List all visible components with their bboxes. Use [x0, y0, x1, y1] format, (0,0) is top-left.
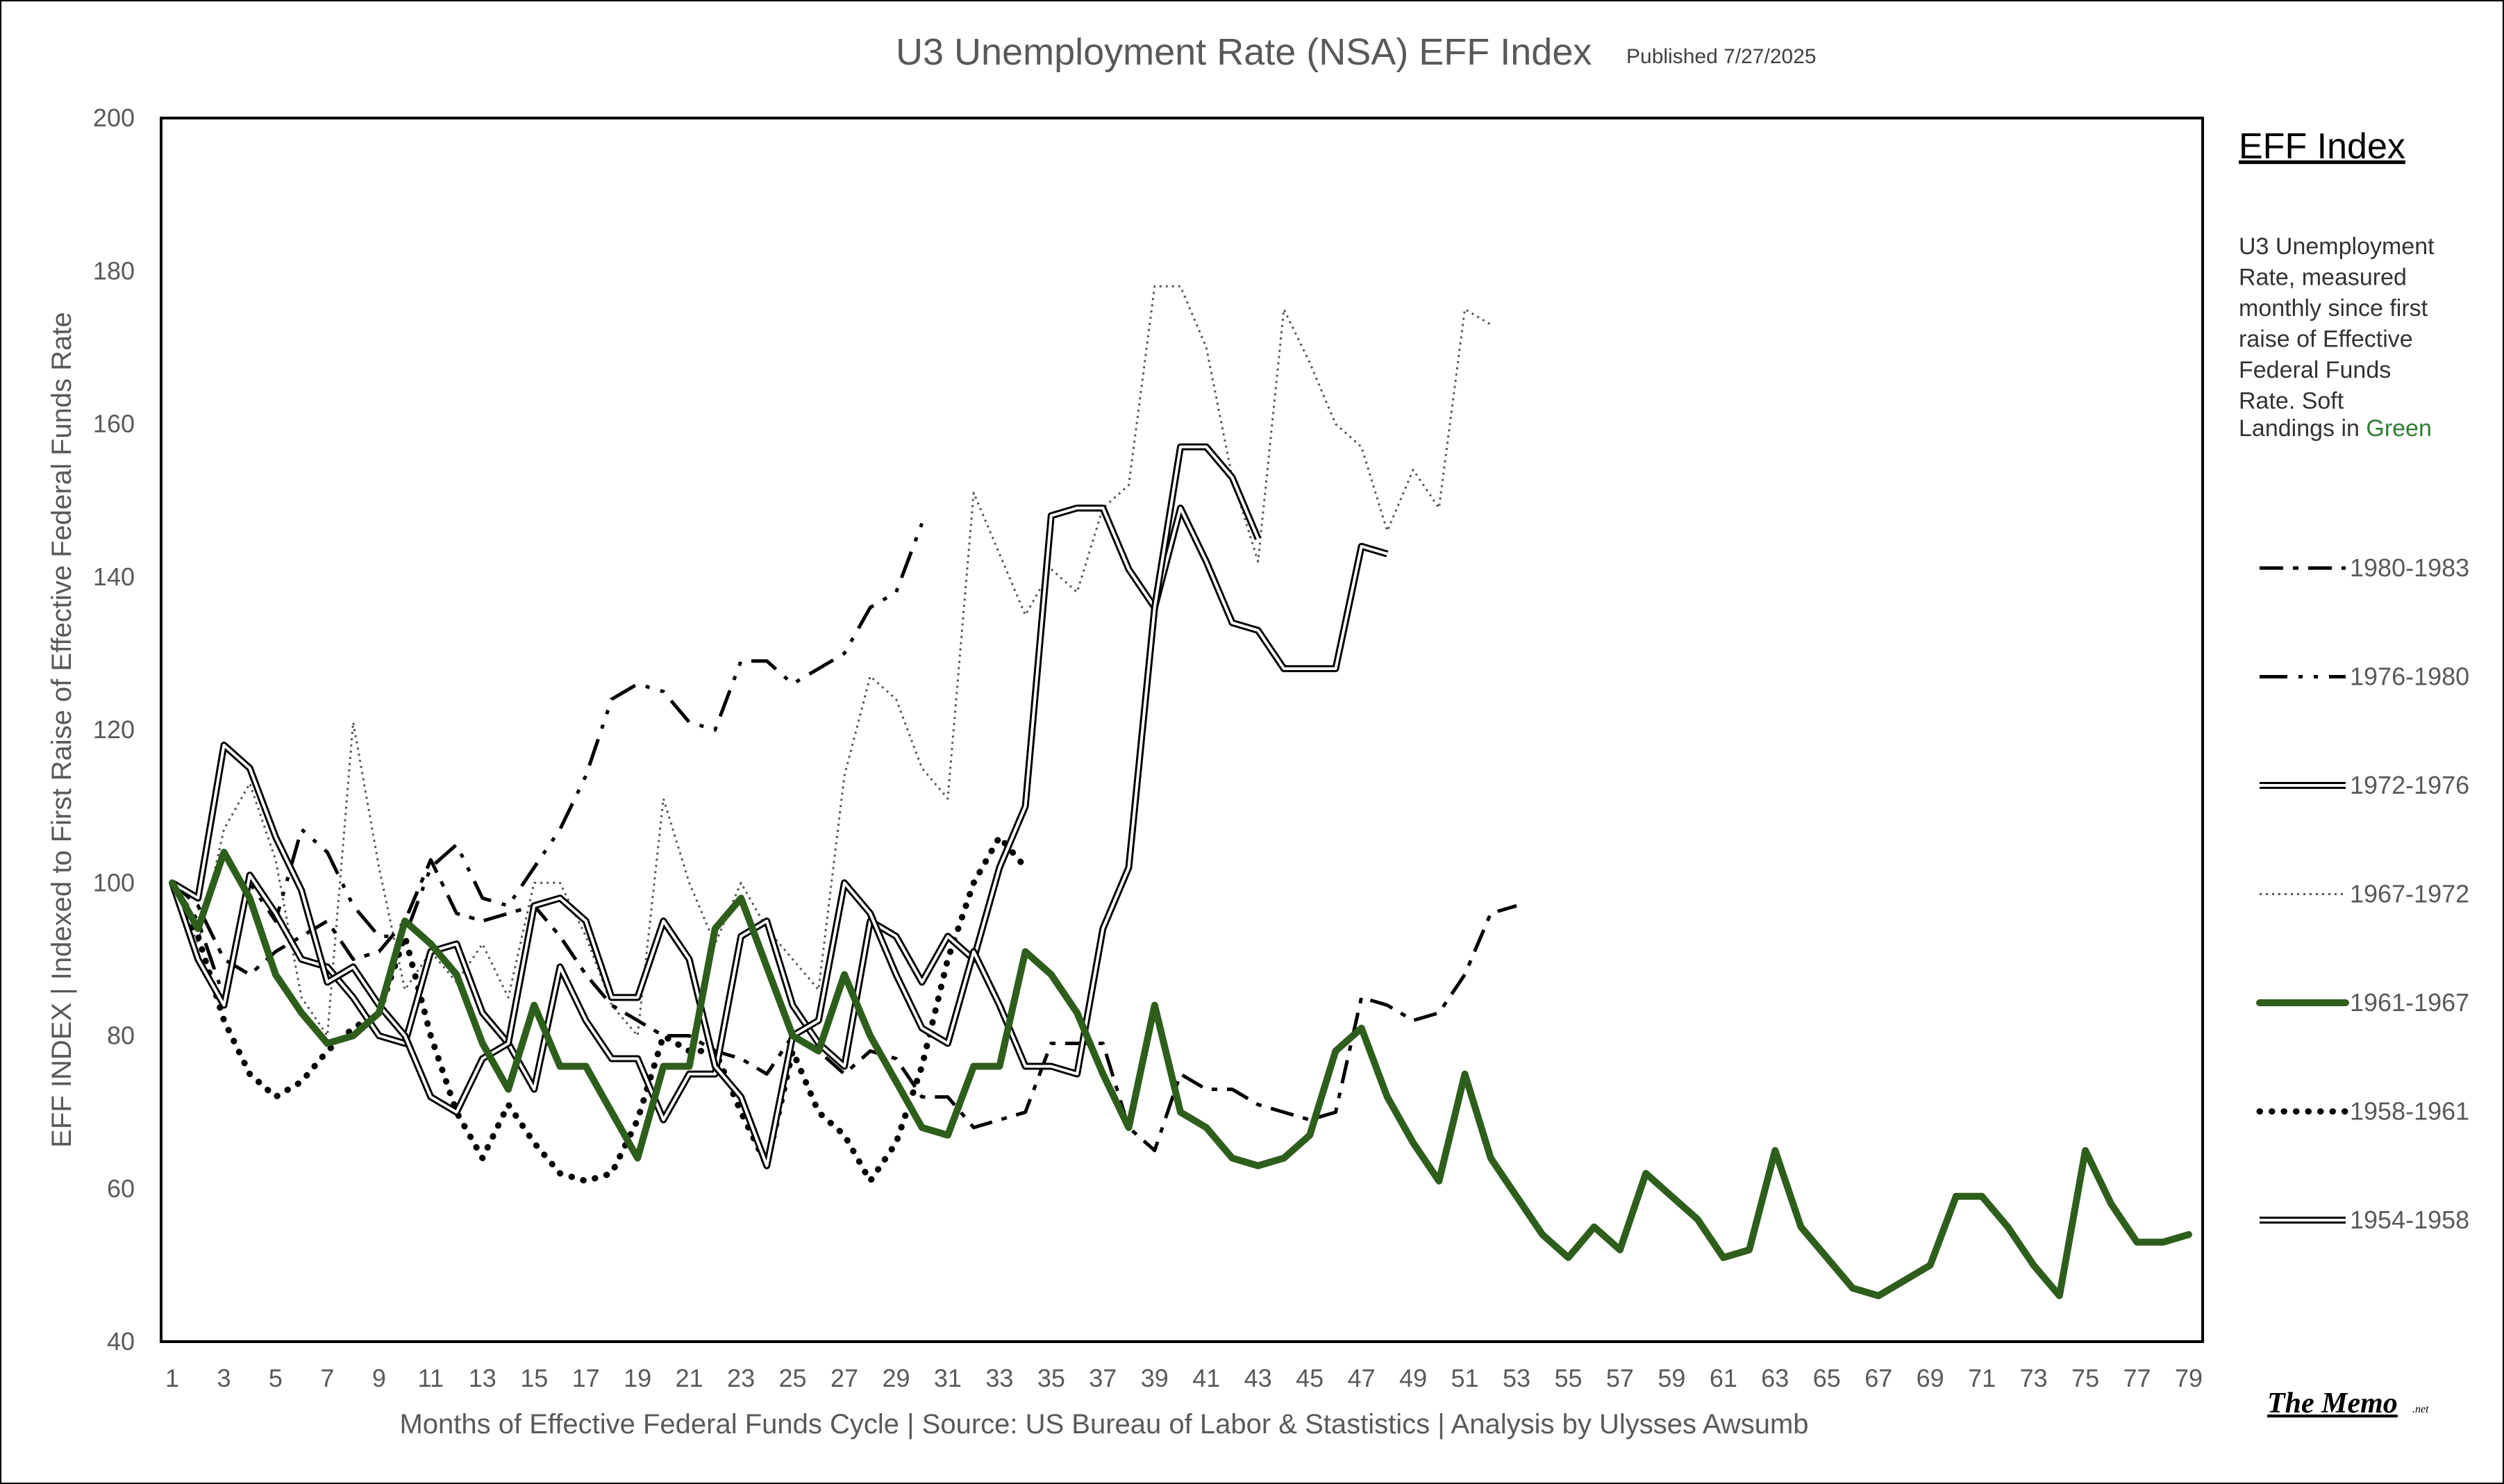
y-axis-label: EFF INDEX | Indexed to First Raise of Ef… [47, 312, 77, 1147]
published-date: Published 7/27/2025 [1626, 45, 1817, 68]
x-axis-label: Months of Effective Federal Funds Cycle … [399, 1409, 1808, 1440]
chart-title: U3 Unemployment Rate (NSA) EFF Index [896, 31, 1592, 73]
x-tick-label: 5 [269, 1364, 283, 1392]
legend-item-1976-1980: 1976-1980 [2260, 662, 2469, 691]
x-tick-label: 49 [1399, 1364, 1427, 1392]
x-tick-label: 59 [1658, 1364, 1685, 1392]
legend-label: 1967-1972 [2350, 880, 2469, 908]
series-line-1972-1976-inner [171, 506, 1388, 1122]
series-1954-1958 [170, 443, 1262, 1169]
series-line-1961-1967 [169, 849, 2192, 1299]
x-tick-label: 35 [1037, 1364, 1065, 1392]
x-tick-label: 63 [1761, 1364, 1789, 1392]
x-tick-label: 13 [469, 1364, 496, 1392]
y-tick-label: 200 [93, 103, 135, 132]
x-tick-label: 65 [1813, 1364, 1841, 1392]
y-tick-label: 140 [93, 562, 135, 591]
legend-desc-line: Federal Funds [2239, 357, 2391, 383]
x-tick-label: 11 [418, 1364, 444, 1392]
x-tick-label: 41 [1192, 1364, 1220, 1392]
x-tick-label: 19 [624, 1364, 651, 1392]
y-tick-label: 160 [93, 410, 135, 438]
legend-label: 1954-1958 [2350, 1206, 2469, 1234]
legend-description: U3 Unemployment Rate, measured monthly sin… [2239, 233, 2435, 415]
series-1972-1976 [169, 504, 1389, 1124]
legend-desc-line: Rate, measured [2239, 265, 2407, 291]
x-tick-label: 61 [1710, 1364, 1737, 1392]
x-tick-label: 51 [1451, 1364, 1479, 1392]
series-line-1954-1958-inner [171, 445, 1260, 1167]
legend-desc-line: U3 Unemployment [2239, 233, 2435, 260]
x-tick-label: 47 [1348, 1364, 1376, 1392]
x-tick-label: 45 [1296, 1364, 1324, 1392]
legend-label: 1961-1967 [2350, 988, 2469, 1017]
legend-desc-line: raise of Effective [2239, 326, 2413, 353]
y-tick-label: 120 [93, 715, 135, 744]
x-tick-label: 1 [165, 1364, 179, 1392]
x-tick-label: 53 [1503, 1364, 1530, 1392]
x-tick-label: 29 [882, 1364, 910, 1392]
legend-desc-line: Rate. Soft [2239, 388, 2344, 415]
legend-item-1980-1983: 1980-1983 [2260, 553, 2469, 582]
logo: The Memo [2267, 1387, 2398, 1419]
legend: 1980-1983 1976-1980 1972-1976 1967-1972 1961… [2256, 553, 2469, 1234]
x-tick-label: 37 [1089, 1364, 1117, 1392]
legend-label: 1980-1983 [2350, 553, 2469, 582]
series-1976-1980 [170, 522, 924, 999]
logo-suffix: .net [2412, 1403, 2429, 1415]
x-tick-label: 25 [779, 1364, 807, 1392]
legend-desc-soft: Landings in Green [2239, 415, 2432, 442]
series-1961-1967 [169, 849, 2192, 1299]
legend-desc-line: monthly since first [2239, 295, 2428, 322]
x-tick-label: 43 [1244, 1364, 1272, 1392]
x-tick-label: 15 [520, 1364, 548, 1392]
x-tick-label: 69 [1917, 1364, 1944, 1392]
series-line-1958-1961 [169, 833, 1029, 1185]
y-tick-label: 180 [93, 256, 135, 285]
x-axis-ticks: 1 3 5 7 9 11 13 15 17 19 21 23 25 27 29 31 33 35 37 39 41 43 4… [165, 1364, 2203, 1392]
x-tick-label: 55 [1554, 1364, 1582, 1392]
x-tick-label: 9 [372, 1364, 386, 1392]
legend-heading: EFF Index [2239, 126, 2405, 167]
legend-desc-soft-prefix: Landings in [2239, 415, 2366, 442]
series-line-1976-1980 [170, 522, 924, 999]
x-tick-label: 31 [934, 1364, 962, 1392]
x-tick-label: 23 [727, 1364, 755, 1392]
y-tick-label: 80 [107, 1022, 135, 1050]
x-tick-label: 57 [1606, 1364, 1634, 1392]
series-1958-1961 [169, 833, 1029, 1185]
x-tick-label: 77 [2123, 1364, 2151, 1392]
legend-item-1961-1967: 1961-1967 [2256, 988, 2469, 1017]
series-1980-1983 [171, 858, 1517, 1153]
legend-item-1954-1958: 1954-1958 [2260, 1206, 2469, 1234]
x-tick-label: 79 [2175, 1364, 2203, 1392]
x-tick-label: 71 [1968, 1364, 1996, 1392]
legend-item-1972-1976: 1972-1976 [2260, 771, 2469, 799]
y-axis-ticks: 40 60 80 100 120 140 160 180 200 [93, 103, 135, 1356]
x-tick-label: 21 [676, 1364, 703, 1392]
x-tick-label: 39 [1141, 1364, 1169, 1392]
legend-label: 1958-1961 [2350, 1097, 2469, 1126]
y-tick-label: 100 [93, 868, 135, 897]
legend-desc-soft-word: Green [2366, 415, 2432, 442]
y-tick-label: 40 [107, 1327, 135, 1356]
x-tick-label: 33 [985, 1364, 1013, 1392]
x-tick-label: 27 [831, 1364, 858, 1392]
legend-label: 1972-1976 [2350, 771, 2469, 799]
x-tick-label: 3 [217, 1364, 231, 1392]
legend-item-1958-1961: 1958-1961 [2256, 1097, 2469, 1126]
y-tick-label: 60 [107, 1174, 135, 1203]
x-tick-label: 67 [1864, 1364, 1892, 1392]
legend-label: 1976-1980 [2350, 662, 2469, 691]
x-tick-label: 17 [572, 1364, 600, 1392]
x-tick-label: 73 [2020, 1364, 2048, 1392]
series-line-1980-1983 [171, 858, 1517, 1153]
x-tick-label: 75 [2071, 1364, 2099, 1392]
legend-item-1967-1972: 1967-1972 [2260, 880, 2469, 908]
series-lines [169, 285, 2192, 1299]
plot-area [160, 117, 2204, 1343]
x-tick-label: 7 [320, 1364, 334, 1392]
